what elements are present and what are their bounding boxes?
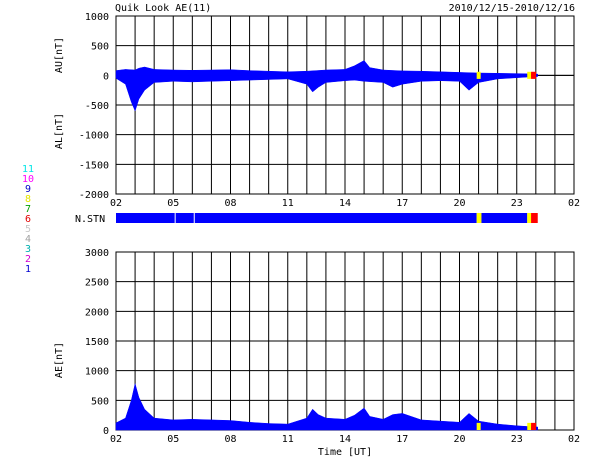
legend-station-9: 9 xyxy=(25,184,31,195)
ae-xtick-label: 02 xyxy=(110,434,122,445)
au-al-ytick-label: 1000 xyxy=(85,12,109,23)
au-al-xtick-label: 20 xyxy=(453,198,465,209)
al-series-area xyxy=(115,75,539,112)
ae-xtick-label: 17 xyxy=(396,434,408,445)
au-al-xtick-label: 17 xyxy=(396,198,408,209)
legend-station-7: 7 xyxy=(25,204,31,215)
ae-xtick-label: 08 xyxy=(224,434,236,445)
au-al-ytick-label: 0 xyxy=(103,71,109,82)
au-axis-label: AU[nT] xyxy=(54,37,65,73)
ae-xtick-label: 23 xyxy=(511,434,523,445)
nstn-segment xyxy=(531,213,538,223)
au-al-gap-marker xyxy=(527,71,532,79)
legend-station-10: 10 xyxy=(22,174,34,185)
ae-ytick-label: 1000 xyxy=(85,367,109,378)
ae-ytick-label: 1500 xyxy=(85,337,109,348)
ae-axis-label: AE[nT] xyxy=(54,342,65,378)
ae-series-area xyxy=(115,383,538,431)
ae-xtick-label: 11 xyxy=(282,434,294,445)
au-al-ytick-label: 500 xyxy=(91,42,109,53)
au-al-ytick-label: -2000 xyxy=(79,190,109,201)
nstn-segment xyxy=(481,213,528,223)
nstn-segment xyxy=(527,213,532,223)
ae-ytick-label: 2000 xyxy=(85,307,109,318)
au-al-ytick-label: -1000 xyxy=(79,131,109,142)
au-al-xtick-label: 02 xyxy=(110,198,122,209)
legend-station-4: 4 xyxy=(25,234,31,245)
nstn-label: N.STN xyxy=(75,214,105,225)
al-axis-label: AL[nT] xyxy=(54,113,65,149)
ae-xtick-label: 20 xyxy=(453,434,465,445)
ae-ytick-label: 500 xyxy=(91,396,109,407)
legend-station-2: 2 xyxy=(25,254,31,265)
au-al-gap-marker xyxy=(531,71,537,79)
ae-xtick-label: 05 xyxy=(167,434,179,445)
station-count-panel xyxy=(116,213,538,223)
au-al-frame xyxy=(115,15,575,195)
ae-gap-marker xyxy=(527,422,532,430)
au-al-xtick-label: 08 xyxy=(224,198,236,209)
au-al-xtick-label: 14 xyxy=(339,198,351,209)
au-series-area xyxy=(115,60,539,76)
ae-ytick-label: 0 xyxy=(103,426,109,437)
ae-ytick-label: 3000 xyxy=(85,248,109,259)
au-al-ytick-label: -1500 xyxy=(79,160,109,171)
ae-gap-marker xyxy=(531,422,537,430)
au-al-ytick-label: -500 xyxy=(85,101,109,112)
au-al-xtick-label: 02 xyxy=(568,198,580,209)
legend-station-3: 3 xyxy=(25,244,31,255)
ae-gap-marker xyxy=(476,422,481,430)
ae-xtick-label: 14 xyxy=(339,434,351,445)
nstn-segment xyxy=(116,213,477,223)
legend-station-5: 5 xyxy=(25,224,31,235)
date-range: 2010/12/15-2010/12/16 xyxy=(449,3,575,14)
au-al-xtick-label: 05 xyxy=(167,198,179,209)
legend-station-1: 1 xyxy=(25,264,31,275)
nstn-segment xyxy=(476,213,482,223)
au-al-gap-marker xyxy=(476,71,481,79)
legend-station-8: 8 xyxy=(25,194,31,205)
x-axis-title: Time [UT] xyxy=(318,447,372,458)
chart-title: Quik Look AE(11) xyxy=(115,3,211,14)
ae-xtick-label: 02 xyxy=(568,434,580,445)
au-al-xtick-label: 23 xyxy=(511,198,523,209)
ae-ytick-label: 2500 xyxy=(85,278,109,289)
legend-station-11: 11 xyxy=(22,164,34,175)
au-al-xtick-label: 11 xyxy=(282,198,294,209)
legend-station-6: 6 xyxy=(25,214,31,225)
